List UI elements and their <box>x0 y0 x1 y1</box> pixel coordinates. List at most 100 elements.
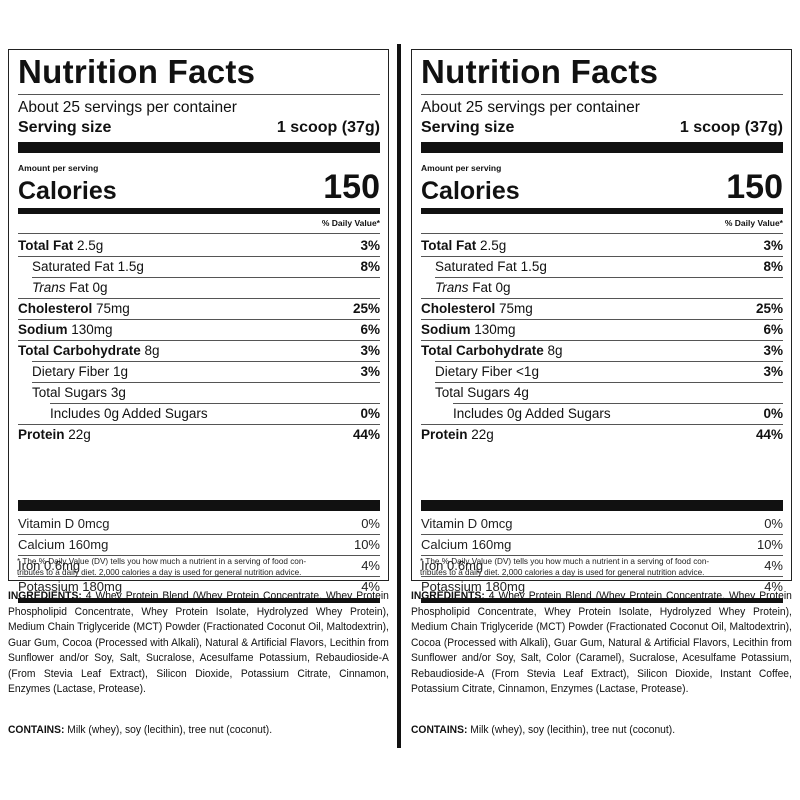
vitamin-name: Vitamin D 0mcg <box>18 516 110 531</box>
vitamin-dv: 4% <box>764 558 783 573</box>
nutrient-name: Total Fat <box>421 238 477 253</box>
nutrient-dv: 3% <box>763 238 783 253</box>
nutrient-dv: 6% <box>763 322 783 337</box>
amount-per-serving: Amount per serving <box>421 163 502 173</box>
ingredients-statement: INGREDIENTS: 4 Whey Protein Blend (Whey … <box>411 589 792 698</box>
nutrient-list: Total Fat 2.5g 3% Saturated Fat 1.5g 8% Tr… <box>421 236 783 445</box>
daily-value-header: % Daily Value* <box>321 218 380 228</box>
nutrient-dv: 25% <box>352 301 380 316</box>
calories-label: Calories <box>421 177 520 205</box>
amount-per-serving: Amount per serving <box>18 163 99 173</box>
nutrient-row: Total Fat 2.5g 3% <box>421 236 783 256</box>
nutrient-amount: 22g <box>471 427 494 442</box>
nutrient-dv: 6% <box>360 322 380 337</box>
nutrient-row: Sodium 130mg 6% <box>18 320 380 340</box>
nutrient-row: Total Fat 2.5g 3% <box>18 236 380 256</box>
vitamin-row: Calcium 160mg 10% <box>18 535 380 555</box>
allergen-statement: CONTAINS: Milk (whey), soy (lecithin), t… <box>411 723 675 738</box>
nutrient-row: Saturated Fat 1.5g 8% <box>18 257 380 277</box>
nutrient-row: Total Sugars 4g <box>421 383 783 403</box>
vitamin-dv: 4% <box>361 558 380 573</box>
column-divider <box>397 44 401 748</box>
nutrient-name: Includes 0g Added Sugars <box>453 406 611 421</box>
nutrient-dv: 3% <box>360 238 380 253</box>
vitamin-list: Vitamin D 0mcg 0% Calcium 160mg 10% Iron 0… <box>18 514 380 597</box>
nutrient-row: Total Carbohydrate 8g 3% <box>421 341 783 361</box>
nutrient-row: Protein 22g 44% <box>18 425 380 445</box>
nutrient-name: Cholesterol <box>421 301 496 316</box>
nutrient-row: Trans Fat 0g <box>18 278 380 298</box>
rule <box>421 233 783 234</box>
nutrient-dv: 3% <box>360 343 380 358</box>
contains-text: Milk (whey), soy (lecithin), tree nut (c… <box>470 724 676 736</box>
nutrient-amount: 8g <box>144 343 160 358</box>
nutrient-amount: 22g <box>68 427 91 442</box>
vitamin-name: Iron 0.6mg <box>18 558 81 573</box>
nutrient-name: Protein <box>421 427 468 442</box>
vitamin-row: Vitamin D 0mcg 0% <box>421 514 783 534</box>
nutrient-dv: 3% <box>763 343 783 358</box>
vitamin-name: Potassium 180mg <box>18 579 123 594</box>
nutrient-amount: Fat 0g <box>472 280 511 295</box>
nutrient-name: Dietary Fiber <box>435 364 513 379</box>
serving-size-row: Serving size 1 scoop (37g) <box>421 118 783 137</box>
nutrient-amount: 2.5g <box>480 238 507 253</box>
nutrient-name: Saturated Fat <box>435 259 517 274</box>
nutrient-amount: 130mg <box>474 322 516 337</box>
vitamin-name: Calcium 160mg <box>18 537 109 552</box>
nutrient-row: Cholesterol 75mg 25% <box>18 299 380 319</box>
vitamin-dv: 0% <box>361 516 380 531</box>
vitamin-row: Iron 0.6mg 4% <box>18 556 380 576</box>
thick-rule <box>421 598 783 603</box>
nutrient-name: Cholesterol <box>18 301 93 316</box>
nutrient-name: Sodium <box>18 322 68 337</box>
nutrient-amount: 1.5g <box>117 259 144 274</box>
footnote-line: * The % Daily Value (DV) tells you how m… <box>420 557 710 566</box>
thick-rule <box>421 208 783 214</box>
nutrient-dv: 44% <box>755 427 783 442</box>
nutrient-name: Sodium <box>421 322 471 337</box>
nutrient-dv: 8% <box>360 259 380 274</box>
nutrient-row: Total Sugars 3g <box>18 383 380 403</box>
thick-rule <box>18 208 380 214</box>
contains-label: CONTAINS: <box>411 724 468 736</box>
nutrient-dv: 0% <box>360 406 380 421</box>
vitamin-row: Potassium 180mg 4% <box>421 577 783 597</box>
nutrient-name: Total Carbohydrate <box>421 343 544 358</box>
nutrient-dv: 3% <box>360 364 380 379</box>
footnote: * The % Daily Value (DV) tells you how m… <box>420 556 790 578</box>
allergen-statement: CONTAINS: Milk (whey), soy (lecithin), t… <box>8 723 272 738</box>
serving-size-value: 1 scoop (37g) <box>679 119 783 136</box>
servings-per-container: About 25 servings per container <box>421 99 640 116</box>
calories-row: Calories 150 <box>421 168 783 206</box>
vitamin-row: Vitamin D 0mcg 0% <box>18 514 380 534</box>
nutrient-row: Saturated Fat 1.5g 8% <box>421 257 783 277</box>
calories-value: 150 <box>323 168 380 206</box>
vitamin-dv: 0% <box>764 516 783 531</box>
vitamin-list: Vitamin D 0mcg 0% Calcium 160mg 10% Iron 0… <box>421 514 783 597</box>
vitamin-row: Calcium 160mg 10% <box>421 535 783 555</box>
nutrient-dv: 8% <box>763 259 783 274</box>
servings-per-container: About 25 servings per container <box>18 99 237 116</box>
nutrient-name: Total Carbohydrate <box>18 343 141 358</box>
nutrient-amount: 8g <box>547 343 563 358</box>
vitamin-name: Calcium 160mg <box>421 537 512 552</box>
nutrient-dv: 3% <box>763 364 783 379</box>
nutrient-row: Cholesterol 75mg 25% <box>421 299 783 319</box>
nutrient-dv: 44% <box>352 427 380 442</box>
nutrient-name: Total Fat <box>18 238 74 253</box>
nutrient-amount: 130mg <box>71 322 113 337</box>
nutrient-amount: 2.5g <box>77 238 104 253</box>
nutrient-dv: 25% <box>755 301 783 316</box>
serving-size-label: Serving size <box>18 119 112 136</box>
nutrient-amount: 1.5g <box>520 259 547 274</box>
nutrient-row: Dietary Fiber 1g 3% <box>18 362 380 382</box>
vitamin-dv: 4% <box>361 579 380 594</box>
nutrition-facts-label: Nutrition Facts About 25 servings per co… <box>8 49 389 603</box>
serving-size-row: Serving size 1 scoop (37g) <box>18 118 380 137</box>
serving-size-value: 1 scoop (37g) <box>276 119 380 136</box>
nutrient-name: Total Sugars <box>32 385 108 400</box>
calories-row: Calories 150 <box>18 168 380 206</box>
nutrient-row: Includes 0g Added Sugars 0% <box>421 404 783 424</box>
nutrient-amount: 75mg <box>96 301 130 316</box>
